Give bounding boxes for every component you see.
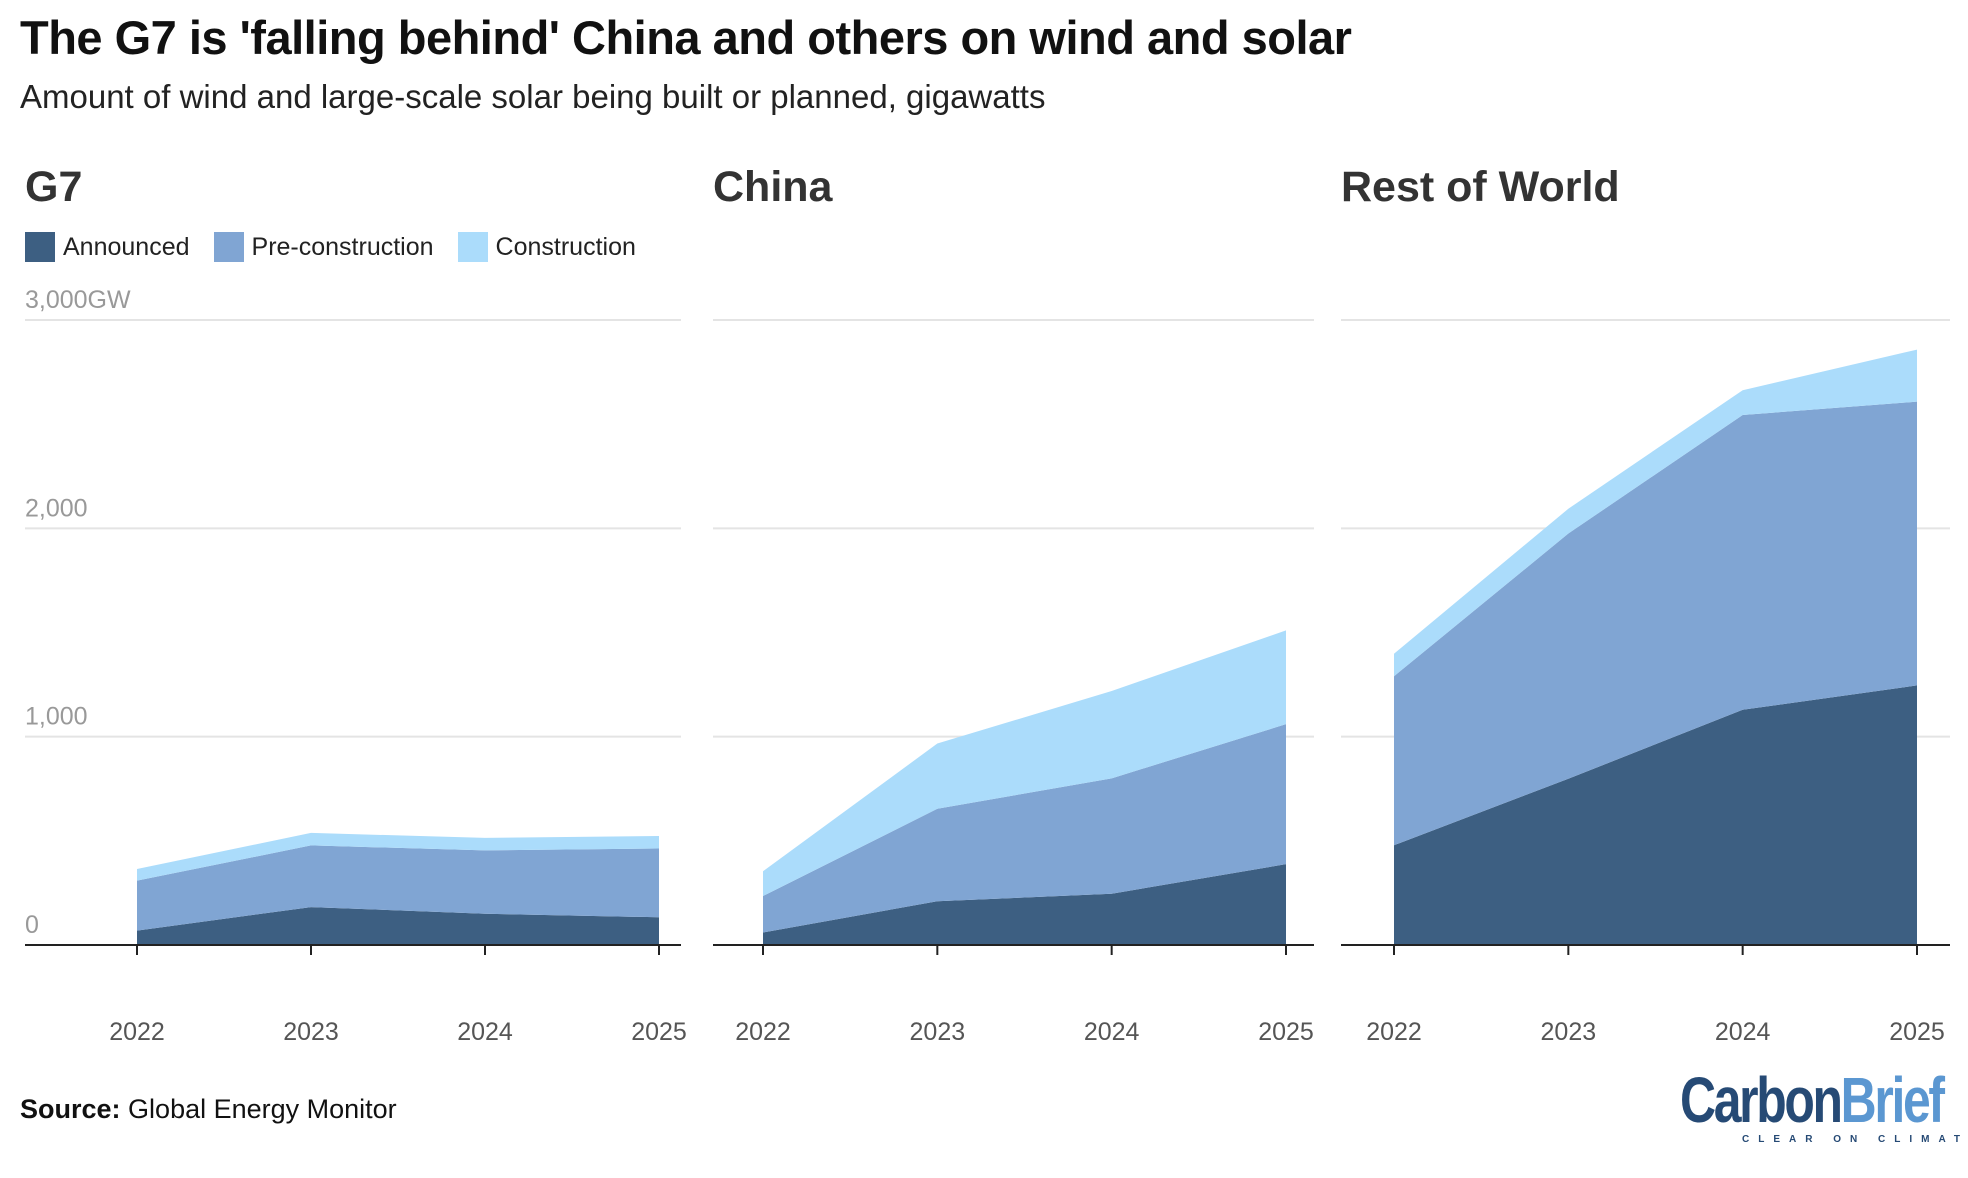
area-construction <box>1394 349 1917 677</box>
x-tick-label: 2023 <box>910 1018 966 1046</box>
area-announced <box>1394 685 1917 945</box>
carbon-brief-logo: CarbonBrief CLEAR ON CLIMATE <box>1680 1068 1968 1145</box>
x-tick-label: 2022 <box>109 1018 165 1046</box>
x-tick-label: 2023 <box>1541 1018 1597 1046</box>
area-construction <box>137 832 659 881</box>
x-tick-label: 2022 <box>1366 1018 1422 1046</box>
legend: Announced Pre-construction Construction <box>25 232 636 262</box>
logo-word-1: Carbon <box>1680 1064 1843 1136</box>
x-tick-label: 2025 <box>631 1018 687 1046</box>
x-tick-label: 2024 <box>457 1018 513 1046</box>
legend-item-pre-construction: Pre-construction <box>213 232 434 262</box>
x-tick-label: 2025 <box>1889 1018 1945 1046</box>
area-pre-construction <box>137 845 659 931</box>
x-tick-label: 2022 <box>735 1018 791 1046</box>
area-pre-construction <box>763 724 1286 933</box>
x-tick-label: 2023 <box>283 1018 339 1046</box>
legend-label: Construction <box>495 232 636 261</box>
y-tick-label: 0 <box>25 911 39 939</box>
legend-label: Announced <box>63 232 190 261</box>
area-announced <box>137 907 659 945</box>
x-tick-label: 2024 <box>1084 1018 1140 1046</box>
y-tick-label: 1,000 <box>25 703 88 731</box>
chart-title: The G7 is 'falling behind' China and oth… <box>20 11 1352 64</box>
chart-subtitle: Amount of wind and large-scale solar bei… <box>20 78 1046 115</box>
area-pre-construction <box>1394 401 1917 846</box>
area-construction <box>763 630 1286 897</box>
source-note: Source: Global Energy Monitor <box>20 1094 397 1125</box>
legend-swatch-construction <box>457 232 488 262</box>
legend-label: Pre-construction <box>251 232 434 261</box>
y-tick-label: 3,000GW <box>25 286 131 314</box>
panel-title-china: China <box>713 163 833 211</box>
legend-item-announced: Announced <box>25 232 190 262</box>
logo-tagline: CLEAR ON CLIMATE <box>1742 1134 1968 1145</box>
source-label: Source: <box>20 1094 121 1124</box>
x-tick-label: 2025 <box>1258 1018 1314 1046</box>
legend-swatch-pre-construction <box>213 232 244 262</box>
logo-word-2: Brief <box>1840 1064 1945 1136</box>
area-announced <box>763 864 1286 945</box>
panel-title-rest-of-world: Rest of World <box>1341 163 1620 211</box>
x-tick-label: 2024 <box>1715 1018 1771 1046</box>
legend-item-construction: Construction <box>457 232 636 262</box>
panel-title-g7: G7 <box>25 163 83 211</box>
y-tick-label: 2,000 <box>25 494 88 522</box>
source-text: Global Energy Monitor <box>128 1094 397 1124</box>
legend-swatch-announced <box>25 232 55 262</box>
